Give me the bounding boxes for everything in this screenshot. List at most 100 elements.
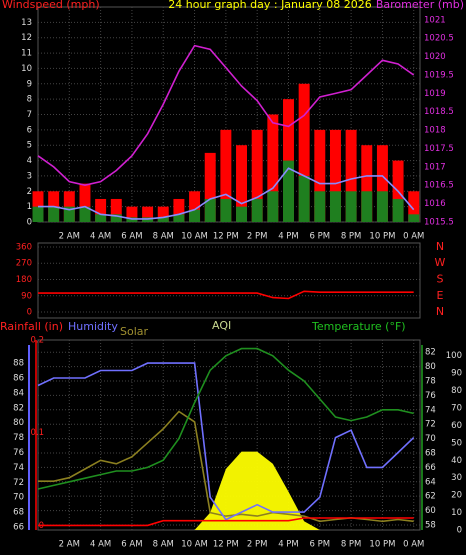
series-line [38, 290, 414, 300]
y2-tick-label: 58 [425, 520, 436, 530]
y3-tick-label: 60 [451, 421, 462, 431]
y-tick-label: 270 [16, 259, 32, 269]
y-tick-label: 82 [13, 403, 24, 413]
wind-bar [220, 129, 232, 222]
wind-bar [173, 214, 185, 222]
y2-tick-label: 1016.5 [424, 181, 454, 191]
y2-tick-label: 82 [425, 348, 436, 358]
y2-tick-label: 1021 [424, 15, 446, 25]
y2-tick-label: 68 [425, 448, 436, 458]
rain-label: Rainfall (in) [0, 320, 63, 333]
y2-tick-label: N [436, 305, 444, 318]
series-line [38, 167, 415, 220]
y-tick-label: 6 [27, 125, 32, 135]
y2-tick-label: 1017 [424, 162, 446, 172]
y-tick-label: 88 [13, 359, 24, 369]
wind-bar [236, 145, 248, 222]
y3-tick-label: 70 [451, 403, 462, 413]
wind-bar [79, 206, 91, 222]
y2-tick-label: 66 [425, 463, 436, 473]
wind-bar [408, 191, 420, 222]
wind-axis-label: Windspeed (mph) [2, 0, 100, 11]
series-line [37, 362, 415, 521]
x-tick-label: 4 PM [278, 232, 299, 242]
wind-bar [173, 198, 185, 222]
wind-bar [267, 191, 279, 222]
wind-bar [220, 198, 232, 222]
y-tick-label: 74 [13, 463, 24, 473]
y3-tick-label: 10 [451, 508, 462, 518]
x-tick-label: 12 PM [213, 232, 239, 242]
y2-tick-label: 62 [425, 492, 436, 502]
x-tick-label: 8 PM [341, 540, 362, 550]
y2-tick-label: E [437, 289, 444, 302]
series-line [38, 517, 414, 527]
wind-bar [157, 206, 169, 222]
y-tick-label: 90 [21, 291, 32, 301]
wind-bar [345, 129, 357, 222]
y-tick-label: 84 [13, 388, 24, 398]
solar-label: Solar [120, 325, 149, 338]
y-tick-label: 9 [27, 79, 32, 89]
y-tick-label: 7 [27, 110, 32, 120]
y-tick-label: 11 [21, 49, 32, 59]
x-tick-label: 10 AM [181, 540, 208, 550]
y3-tick-label: 30 [451, 473, 462, 483]
y2-tick-label: 1015.5 [424, 218, 454, 228]
y2-tick-label: N [436, 240, 444, 253]
x-tick-label: 10 PM [369, 232, 395, 242]
wind-bar [267, 114, 279, 222]
direction-panel-frame [37, 242, 421, 319]
wind-bar [95, 214, 107, 222]
series-area [38, 451, 414, 530]
wind-bar [157, 217, 169, 222]
y-tick-label: 2 [27, 187, 32, 197]
wind-bar [376, 191, 388, 222]
humidity-label: Humidity [68, 320, 118, 333]
wind-bar [189, 209, 201, 222]
y2-tick-label: 60 [425, 506, 436, 516]
y3-tick-label: 0 [457, 526, 462, 536]
barometer-axis-label: Barometer (mb) [376, 0, 464, 11]
x-tick-label: 8 AM [153, 540, 174, 550]
y2-tick-label: 1020 [424, 52, 446, 62]
y3-tick-label: 90 [451, 369, 462, 379]
wind-bar [32, 206, 44, 222]
y-tick-label: 12 [21, 33, 32, 43]
y4-tick-label: 0.1 [30, 428, 44, 438]
y-tick-label: 0 [27, 308, 32, 318]
y-tick-label: 0 [27, 218, 32, 228]
wind-bar [189, 191, 201, 222]
y3-tick-label: 80 [451, 386, 462, 396]
y2-tick-label: 64 [425, 477, 436, 487]
y-tick-label: 180 [16, 275, 32, 285]
x-tick-label: 10 PM [369, 540, 395, 550]
wind-bar [376, 145, 388, 222]
wind-bar [283, 160, 294, 222]
wind-bar [298, 83, 310, 223]
y3-tick-label: 100 [446, 351, 462, 361]
wind-bar [392, 198, 404, 222]
wind-bar [79, 183, 91, 222]
wind-bar [110, 198, 122, 222]
y2-tick-label: 1019 [424, 89, 446, 99]
y2-tick-label: 70 [425, 434, 436, 444]
x-tick-label: 8 PM [341, 232, 362, 242]
x-tick-label: 6 PM [310, 232, 331, 242]
x-tick-label: 2 AM [59, 232, 80, 242]
wind-bar [110, 214, 122, 222]
x-tick-label: 2 PM [247, 540, 268, 550]
wind-bar [361, 145, 373, 222]
y-tick-label: 13 [21, 18, 32, 28]
x-tick-label: 0 AM [403, 232, 424, 242]
y-tick-label: 8 [27, 95, 32, 105]
y-tick-label: 1 [27, 202, 32, 212]
y-tick-label: 10 [21, 64, 32, 74]
y2-tick-label: 1018.5 [424, 107, 454, 117]
wind-bar [95, 198, 107, 222]
y2-tick-label: 76 [425, 391, 436, 401]
x-tick-label: 4 PM [278, 540, 299, 550]
y-tick-label: 3 [27, 171, 32, 181]
y2-tick-label: S [437, 273, 444, 286]
